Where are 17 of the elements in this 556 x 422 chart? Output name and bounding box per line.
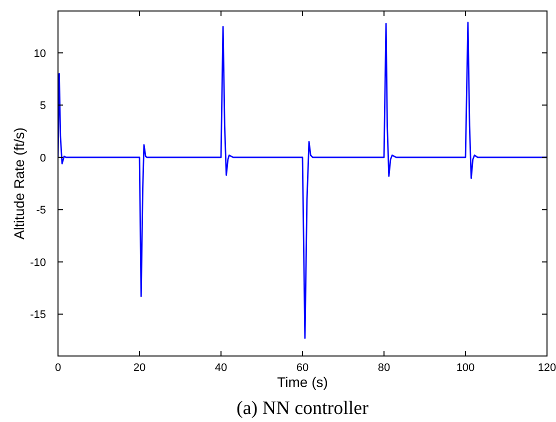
y-tick-label: 0 bbox=[40, 152, 46, 164]
y-axis-title: Altitude Rate (ft/s) bbox=[11, 127, 27, 240]
x-tick-label: 20 bbox=[133, 362, 146, 374]
y-tick-label: 5 bbox=[40, 100, 46, 112]
y-tick-label: -5 bbox=[36, 204, 46, 217]
y-tick-label: -10 bbox=[30, 256, 46, 269]
x-tick-label: 80 bbox=[378, 362, 390, 374]
y-tick-label: -15 bbox=[30, 309, 46, 322]
x-tick-label: 60 bbox=[296, 362, 309, 374]
x-tick-label: 120 bbox=[538, 362, 556, 374]
x-axis-title: Time (s) bbox=[277, 374, 328, 390]
line-series bbox=[58, 22, 547, 339]
text: (a) NN controller bbox=[236, 398, 370, 419]
y-tick-label: 10 bbox=[34, 48, 46, 60]
x-tick-label: 100 bbox=[456, 362, 475, 374]
x-tick-label: 40 bbox=[214, 362, 228, 374]
x-tick-label: 0 bbox=[54, 362, 62, 374]
